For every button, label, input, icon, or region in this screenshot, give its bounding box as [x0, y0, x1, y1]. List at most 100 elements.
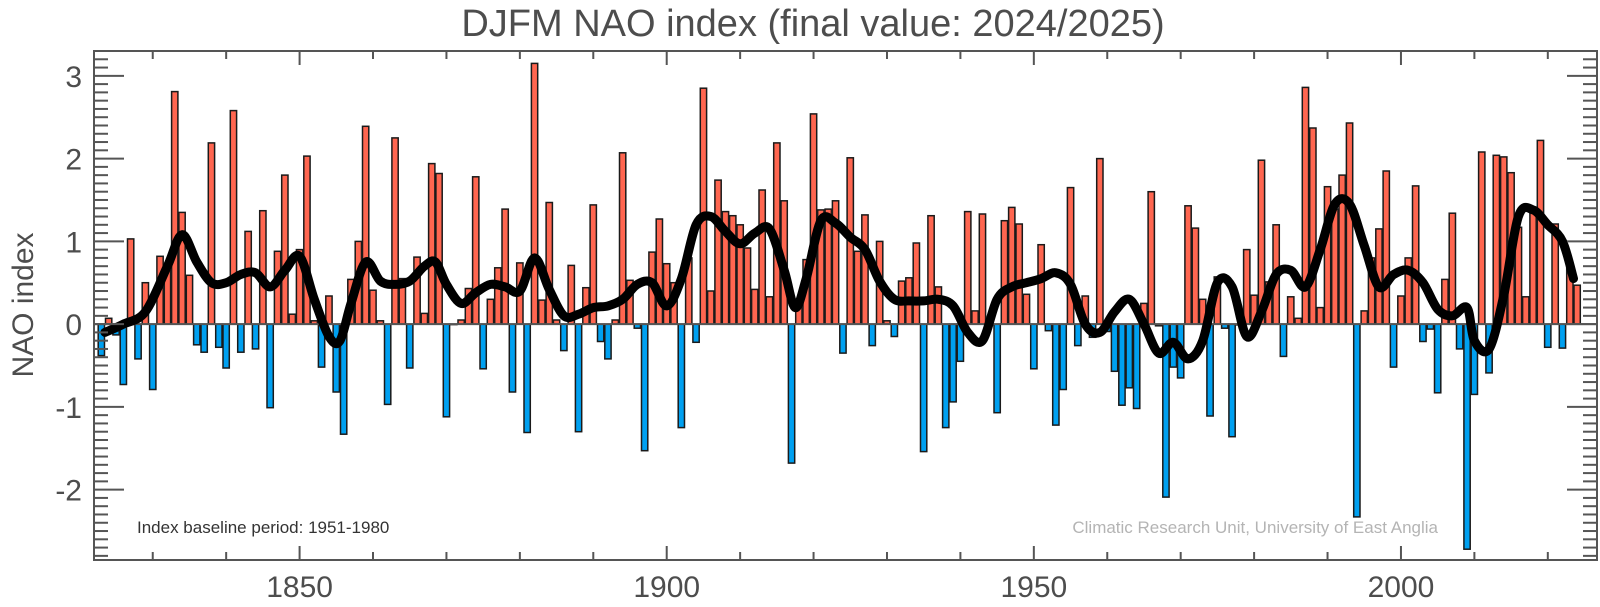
bar-1989	[1316, 306, 1325, 325]
bar-1946	[1000, 219, 1009, 325]
bar-1845	[258, 209, 267, 325]
bar-1882	[530, 62, 539, 325]
bar-1985	[1286, 296, 1295, 325]
bar-1840	[222, 323, 231, 369]
bar-1844	[251, 323, 260, 350]
bar-1859	[361, 125, 370, 325]
bar-1846	[266, 323, 275, 409]
bar-1995	[1360, 310, 1369, 325]
bar-1954	[1059, 323, 1068, 391]
bar-1939	[949, 323, 957, 403]
bar-1839	[214, 323, 223, 349]
bar-1994	[1352, 323, 1361, 518]
bar-2003	[1419, 323, 1427, 343]
bar-1964	[1132, 323, 1141, 410]
bar-1838	[207, 142, 216, 325]
bar-1905	[699, 87, 708, 325]
bar-2008	[1455, 323, 1464, 350]
bar-1984	[1279, 323, 1288, 358]
plot-frame	[93, 50, 1598, 561]
bar-1870	[442, 323, 451, 418]
bar-1926	[853, 250, 862, 325]
bar-1931	[890, 323, 899, 338]
bar-1917	[787, 323, 796, 464]
bar-1881	[523, 323, 532, 434]
bar-1907	[714, 179, 722, 325]
bar-1878	[501, 208, 510, 325]
bar-1827	[126, 238, 135, 325]
bar-1851	[303, 155, 311, 325]
bar-1947	[1007, 206, 1016, 325]
bar-1877	[493, 267, 502, 325]
bar-2018	[1529, 211, 1537, 325]
y-tick-label: 3	[65, 61, 82, 94]
bar-1863	[391, 137, 399, 325]
y-tick-label: -1	[55, 392, 82, 425]
bar-2024	[1573, 284, 1582, 325]
bar-1904	[692, 323, 700, 344]
y-tick-label: -2	[55, 475, 82, 508]
bar-2007	[1448, 212, 1457, 325]
bar-1888	[574, 323, 583, 433]
bar-1971	[1184, 205, 1192, 325]
bar-1830	[148, 323, 157, 391]
bar-2005	[1433, 323, 1442, 394]
y-axis: -2 -1 0 1 2 3	[55, 50, 1597, 557]
bar-1966	[1147, 190, 1156, 325]
bar-1911	[743, 247, 752, 325]
bar-1867	[420, 312, 429, 325]
bar-1860	[369, 289, 377, 325]
bar-1935	[919, 323, 928, 453]
bar-1842	[236, 323, 245, 353]
credit-annotation: Climatic Research Unit, University of Ea…	[1072, 518, 1438, 537]
bar-1945	[993, 323, 1002, 414]
chart-title: DJFM NAO index (final value: 2024/2025)	[461, 3, 1164, 45]
bar-1937	[934, 286, 943, 325]
x-tick-label: 2000	[1368, 571, 1435, 604]
bar-1843	[244, 230, 253, 325]
bar-1865	[405, 323, 414, 369]
bar-1854	[325, 295, 333, 325]
bar-1897	[640, 323, 649, 452]
bar-1868	[427, 162, 436, 325]
bar-1826	[119, 323, 128, 386]
bar-1833	[170, 90, 179, 325]
bar-1951	[1037, 243, 1046, 325]
bar-1955	[1066, 186, 1075, 325]
bar-1912	[750, 288, 759, 325]
bar-1920	[809, 113, 818, 325]
bar-1979	[1242, 248, 1251, 325]
bar-1972	[1191, 227, 1200, 325]
bar-1900	[662, 262, 671, 325]
x-tick-label: 1900	[633, 571, 700, 604]
y-tick-label: 0	[65, 309, 82, 342]
bar-2017	[1521, 296, 1530, 325]
bar-1999	[1389, 323, 1398, 368]
bar-1875	[479, 323, 488, 370]
baseline-annotation: Index baseline period: 1951-1980	[137, 518, 389, 537]
bar-1956	[1073, 323, 1082, 347]
bar-1936	[927, 214, 935, 325]
x-tick-label: 1950	[1000, 571, 1067, 604]
bar-1943	[978, 213, 987, 325]
bar-1993	[1345, 122, 1354, 325]
bar-2009	[1463, 323, 1471, 550]
bar-1959	[1095, 157, 1104, 325]
bar-1836	[192, 323, 201, 346]
bar-1862	[383, 323, 392, 406]
bar-1899	[655, 218, 664, 325]
bar-1828	[134, 323, 142, 360]
bar-1948	[1015, 223, 1024, 325]
bar-1961	[1110, 323, 1119, 373]
bar-1988	[1308, 127, 1317, 325]
bar-1848	[280, 174, 289, 325]
bar-1879	[508, 323, 517, 393]
bar-2022	[1558, 323, 1567, 349]
bar-2011	[1477, 151, 1486, 325]
bar-1906	[706, 290, 715, 325]
bar-1883	[537, 299, 546, 325]
bar-1950	[1029, 323, 1038, 370]
bar-1941	[963, 210, 972, 325]
bar-1914	[765, 296, 774, 325]
bar-1927	[861, 214, 869, 325]
